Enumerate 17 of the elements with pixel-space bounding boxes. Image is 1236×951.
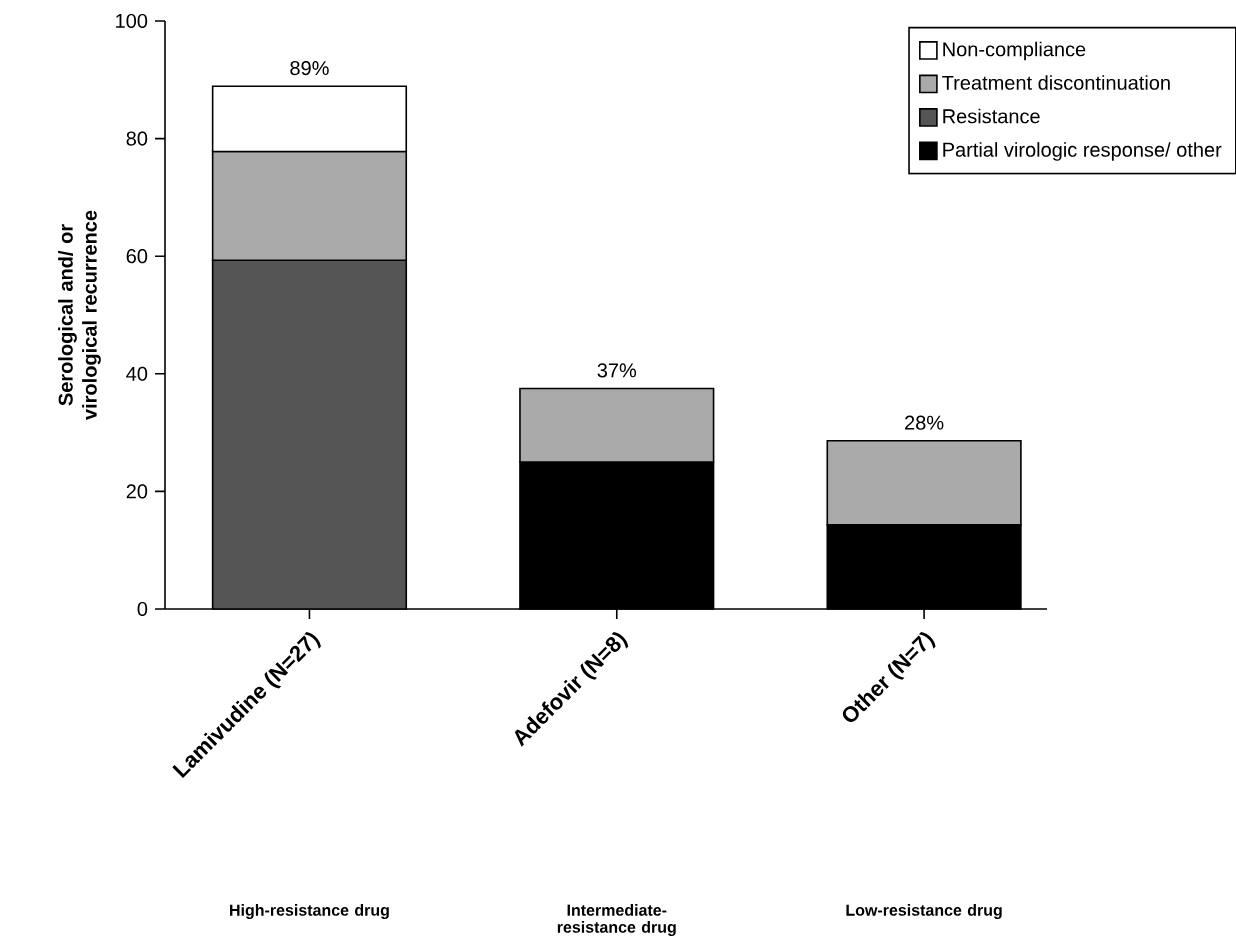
text: High-resistance drug xyxy=(230,904,389,920)
y-tick-label: 60 xyxy=(126,249,148,264)
text: Intermediate-resistance drug xyxy=(557,904,676,937)
text: Low-resistance drug xyxy=(846,904,1002,920)
total-label: 89% xyxy=(290,61,329,76)
y-tick-label: 0 xyxy=(137,601,148,617)
y-tick-label: 80 xyxy=(126,131,148,146)
total-label: 37% xyxy=(597,363,637,378)
legend-label: Resistance xyxy=(943,108,1040,124)
y-axis-title: Serological and/ or virological recurrence xyxy=(58,210,101,420)
legend-label: Non-compliance xyxy=(943,41,1086,61)
y-tick-label: 40 xyxy=(126,366,148,381)
y-tick-label: 100 xyxy=(116,13,148,29)
legend-label: Treatment discontinuation xyxy=(942,75,1170,90)
legend-label: Partial virologic response/ other xyxy=(943,142,1222,161)
total-label: 28% xyxy=(905,415,944,430)
y-tick-label: 20 xyxy=(126,484,148,499)
